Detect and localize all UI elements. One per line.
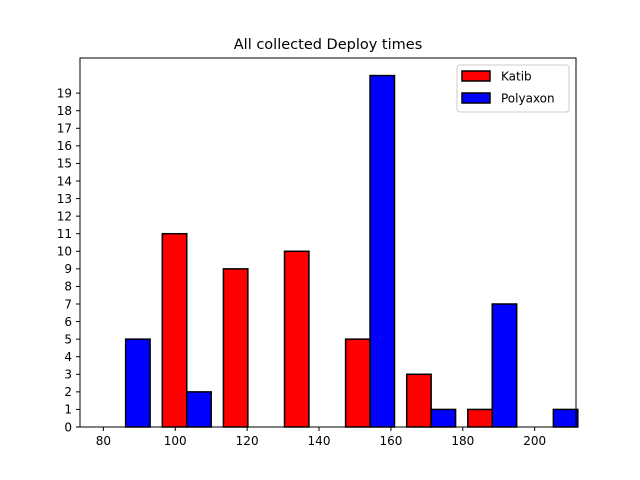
y-tick-label-3: 3 [64, 368, 72, 382]
legend-swatch-polyaxon [461, 92, 491, 104]
bars-layer [124, 74, 579, 428]
legend-label-polyaxon: Polyaxon [501, 92, 555, 106]
y-tick-label-8: 8 [64, 280, 72, 294]
bar-katib-3 [283, 250, 310, 428]
y-tick-label-1: 1 [64, 403, 72, 417]
y-tick-label-17: 17 [57, 122, 72, 136]
y-tick-label-14: 14 [57, 174, 72, 188]
bar-polyaxon-5 [430, 408, 457, 428]
y-tick-label-15: 15 [57, 157, 72, 171]
y-tick-label-13: 13 [57, 192, 72, 206]
plot-frame [79, 57, 577, 428]
y-tick-label-19: 19 [57, 86, 72, 100]
y-tick-label-9: 9 [64, 262, 72, 276]
y-tick-label-2: 2 [64, 385, 72, 399]
y-tick-label-4: 4 [64, 350, 72, 364]
bar-katib-4 [344, 338, 371, 428]
y-tick-label-11: 11 [57, 227, 72, 241]
legend-swatch-katib [461, 70, 491, 82]
x-tick-label-180: 180 [451, 434, 474, 448]
bar-polyaxon-7 [552, 408, 579, 428]
bar-polyaxon-1 [186, 391, 212, 428]
y-tick-label-0: 0 [64, 420, 72, 434]
y-tick-label-5: 5 [64, 332, 72, 346]
y-tick-label-18: 18 [57, 104, 72, 118]
y-tick-label-10: 10 [57, 245, 72, 259]
axes-layer: 80 100 120 140 160 180 20001234567891011121314… [57, 57, 577, 448]
y-tick-label-12: 12 [57, 209, 72, 223]
y-tick-label-6: 6 [64, 315, 72, 329]
legend: Katib Polyaxon [456, 64, 570, 113]
x-tick-label-140: 140 [308, 434, 331, 448]
bar-polyaxon-0 [124, 338, 151, 428]
x-tick-label-80: 80 [96, 434, 111, 448]
bar-polyaxon-4 [369, 74, 396, 428]
y-tick-label-7: 7 [64, 297, 72, 311]
legend-label-katib: Katib [501, 70, 532, 84]
bar-katib-6 [467, 408, 493, 428]
y-tick-label-16: 16 [57, 139, 72, 153]
x-tick-label-200: 200 [523, 434, 546, 448]
bar-polyaxon-6 [491, 303, 518, 428]
bar-katib-5 [405, 373, 432, 428]
bar-katib-1 [161, 232, 188, 428]
x-tick-label-120: 120 [236, 434, 259, 448]
x-tick-label-100: 100 [164, 434, 187, 448]
bar-katib-2 [222, 268, 249, 428]
x-tick-label-160: 160 [379, 434, 402, 448]
chart-title: All collected Deploy times [234, 37, 423, 53]
